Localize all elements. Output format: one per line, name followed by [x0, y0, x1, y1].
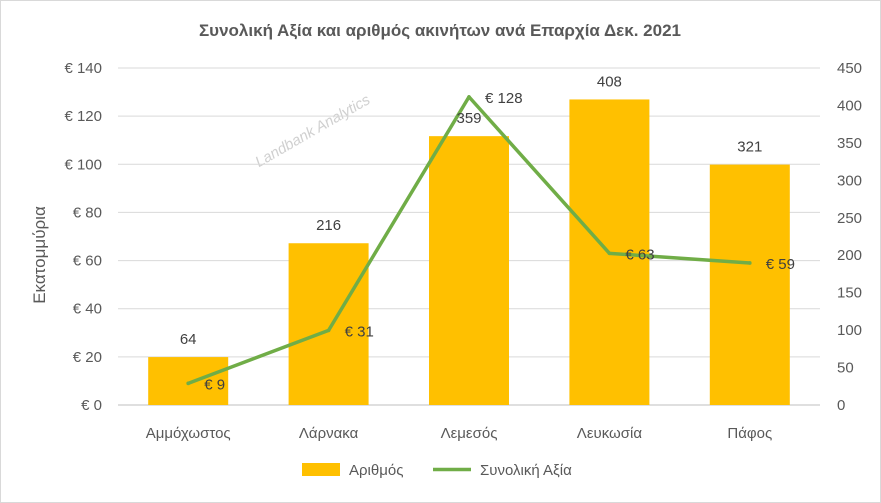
right-axis-ticks: 0 50 100 150 200 250 300 350 400 450 [837, 60, 862, 414]
bar [429, 136, 509, 405]
line-data-label: € 128 [485, 90, 523, 107]
line-point [607, 251, 612, 256]
bar [288, 243, 369, 405]
category-tick-label: Λάρνακα [299, 425, 359, 442]
data-labels: 64 216 359 408 321 € 9 € 31 € 128 € 63 € 59 [180, 73, 795, 393]
chart-title: Συνολική Αξία και αριθμός ακινήτων ανά Ε… [199, 21, 681, 40]
legend-label-line: Συνολική Αξία [480, 462, 572, 479]
line-point [186, 381, 190, 386]
category-axis-ticks: Αμμόχωστος Λάρνακα Λεμεσός Λευκωσία Πάφος [146, 425, 772, 442]
right-axis-tick-label: 400 [837, 97, 862, 114]
y-axis-title: Εκατομμύρια [30, 206, 49, 304]
category-tick-label: Λευκωσία [577, 425, 643, 442]
bar [148, 357, 229, 405]
left-axis-tick-label: € 120 [64, 108, 102, 125]
left-axis-tick-label: € 60 [73, 253, 102, 270]
bar-data-label: 216 [316, 217, 341, 234]
left-axis-tick-label: € 20 [73, 349, 102, 366]
right-axis-tick-label: 0 [837, 397, 845, 414]
legend-label-bar: Αριθμός [349, 462, 403, 479]
right-axis-tick-label: 300 [837, 172, 862, 189]
bar [709, 164, 790, 405]
legend-swatch-bar [302, 463, 340, 476]
left-axis-tick-label: € 100 [64, 156, 102, 173]
left-axis-ticks: € 0 € 20 € 40 € 60 € 80 € 100 € 120 € 140 [64, 60, 102, 414]
left-axis-tick-label: € 140 [64, 60, 102, 77]
right-axis-tick-label: 100 [837, 322, 862, 339]
bar-data-label: 359 [456, 110, 481, 127]
bar-data-label: 321 [737, 139, 762, 156]
legend: Αριθμός Συνολική Αξία [302, 462, 572, 479]
right-axis-tick-label: 50 [837, 360, 854, 377]
left-axis-tick-label: € 0 [81, 397, 102, 414]
bar-data-label: 408 [597, 73, 622, 90]
line-data-label: € 59 [766, 256, 795, 273]
right-axis-tick-label: 450 [837, 60, 862, 77]
bar-data-label: 64 [180, 331, 197, 348]
left-axis-tick-label: € 80 [73, 204, 102, 221]
right-axis-tick-label: 200 [837, 247, 862, 264]
line-data-label: € 63 [625, 246, 654, 263]
right-axis-tick-label: 250 [837, 210, 862, 227]
category-tick-label: Πάφος [727, 425, 772, 442]
category-tick-label: Λεμεσός [441, 425, 498, 442]
line-point [326, 328, 331, 333]
bar-series [148, 99, 790, 405]
line-data-label: € 31 [345, 323, 374, 340]
watermark-text: Landbank Analytics [252, 91, 373, 171]
line-data-label: € 9 [204, 376, 225, 393]
category-tick-label: Αμμόχωστος [146, 425, 231, 442]
right-axis-tick-label: 150 [837, 285, 862, 302]
line-series [186, 95, 752, 386]
right-axis-tick-label: 350 [837, 135, 862, 152]
line-point [748, 261, 752, 265]
left-axis-tick-label: € 40 [73, 301, 102, 318]
line-point [467, 95, 471, 99]
